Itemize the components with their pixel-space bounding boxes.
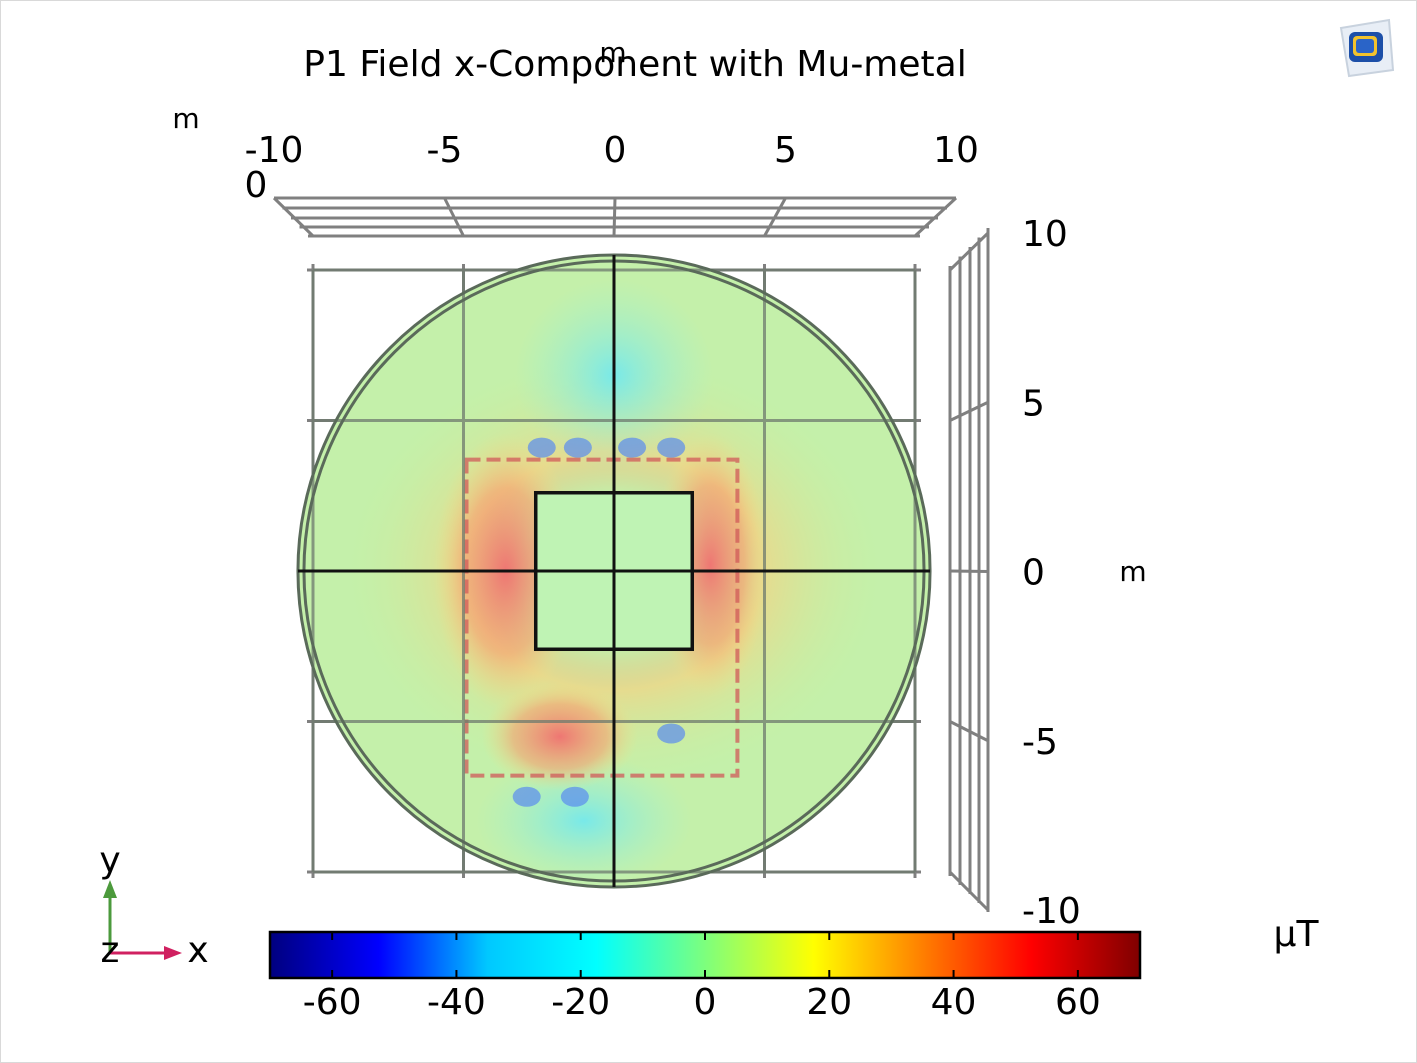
- x-tick-label: 0: [604, 130, 627, 171]
- y-tick-label: 5: [1022, 383, 1045, 424]
- z-axis-zero-tick: 0: [245, 165, 268, 206]
- colorbar-unit: μT: [1274, 914, 1320, 955]
- triad-x-arrowhead: [164, 946, 182, 960]
- colorbar-tick-label: 20: [806, 982, 852, 1023]
- y-tick-label: 0: [1022, 553, 1045, 594]
- x-axis-ticks: -10 -5 0 5 10: [245, 130, 979, 171]
- x-tick-label: 10: [933, 130, 979, 171]
- triad-y-label: y: [99, 840, 120, 881]
- cold-spot: [527, 437, 556, 458]
- y-tick-label: -10: [1022, 891, 1081, 932]
- cold-spot: [657, 723, 686, 744]
- colorbar-tick-label: 40: [931, 982, 977, 1023]
- colorbar-tick-label: 0: [694, 982, 717, 1023]
- inner-box-cross: [535, 492, 693, 650]
- colorbar-tick-label: 60: [1055, 982, 1101, 1023]
- cold-spot: [563, 437, 592, 458]
- y-axis-unit-label: m: [1119, 555, 1146, 588]
- y-axis-ticks: 10 5 0 -5 -10: [1022, 214, 1081, 932]
- triad-x-label: x: [187, 930, 208, 971]
- x-axis-unit-label: m: [172, 102, 199, 135]
- x-tick-label: -5: [427, 130, 463, 171]
- cold-spot: [618, 437, 647, 458]
- triad-z-label: z: [101, 930, 120, 971]
- mu-metal-shield-outline: [464, 457, 740, 778]
- hot-region-bottom: [481, 682, 639, 791]
- axis-triad: y z x: [99, 840, 208, 971]
- field-heatmap: [296, 253, 932, 889]
- cold-spot: [512, 786, 541, 807]
- cold-spot: [657, 437, 686, 458]
- x-tick-label: 5: [774, 130, 797, 171]
- colorbar-ticks: -60 -40 -20 0 20 40 60: [303, 932, 1101, 1023]
- colorbar: -60 -40 -20 0 20 40 60 μT: [268, 914, 1320, 1023]
- cold-spot: [560, 786, 589, 807]
- right-axis-frame: [948, 228, 990, 912]
- colorbar-tick-label: -60: [303, 982, 362, 1023]
- colorbar-tick-label: -20: [551, 982, 610, 1023]
- y-tick-label: 10: [1022, 214, 1068, 255]
- chart-title: P1 Field x-Component with Mu-metal: [303, 44, 966, 85]
- top-axis-frame: [272, 196, 958, 238]
- x-tick-label: -10: [245, 130, 304, 171]
- triad-y-arrowhead: [103, 880, 117, 898]
- colorbar-tick-label: -40: [427, 982, 486, 1023]
- comsol-logo-icon: [1339, 18, 1395, 78]
- z-axis-unit-label-top: m: [599, 36, 626, 69]
- y-tick-label: -5: [1022, 722, 1058, 763]
